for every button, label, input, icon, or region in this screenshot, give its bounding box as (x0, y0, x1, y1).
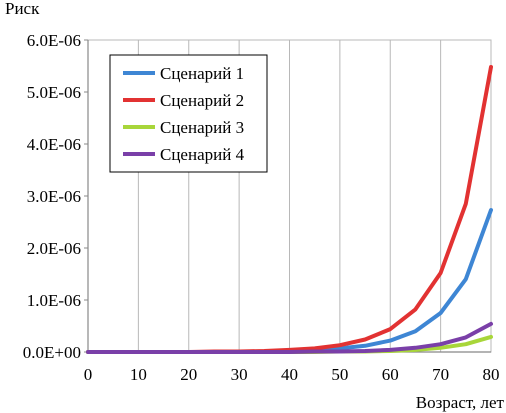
y-axis-title: Риск (5, 0, 40, 18)
x-tick-label: 20 (180, 365, 197, 384)
x-tick-label: 40 (281, 365, 298, 384)
y-tick-label: 0.0E+00 (23, 343, 81, 362)
legend-label-4: Сценарий 4 (160, 145, 245, 164)
x-tick-label: 80 (483, 365, 500, 384)
legend-label-1: Сценарий 1 (160, 64, 244, 83)
x-axis-title: Возраст, лет (416, 393, 505, 412)
y-tick-label: 1.0E-06 (27, 291, 81, 310)
series-lines (86, 65, 493, 354)
legend: Сценарий 1 Сценарий 2 Сценарий 3 Сценарий 4 (109, 54, 268, 173)
x-tick-label: 70 (432, 365, 449, 384)
y-tick-label: 6.0E-06 (27, 31, 81, 50)
legend-label-3: Сценарий 3 (160, 118, 244, 137)
x-tick-label: 10 (130, 365, 147, 384)
x-tick-label: 30 (231, 365, 248, 384)
x-tick-labels: 0 10 20 30 40 50 60 70 80 (84, 365, 500, 384)
x-tick-label: 0 (84, 365, 93, 384)
y-tick-labels: 0.0E+00 1.0E-06 2.0E-06 3.0E-06 4.0E-06 5.0E-… (23, 31, 81, 362)
x-tick-label: 60 (382, 365, 399, 384)
y-tick-label: 5.0E-06 (27, 83, 81, 102)
x-tick-label: 50 (331, 365, 348, 384)
y-tick-label: 2.0E-06 (27, 239, 81, 258)
legend-label-2: Сценарий 2 (160, 91, 244, 110)
y-tick-label: 3.0E-06 (27, 187, 81, 206)
series-line-4 (86, 321, 493, 354)
y-tick-label: 4.0E-06 (27, 135, 81, 154)
